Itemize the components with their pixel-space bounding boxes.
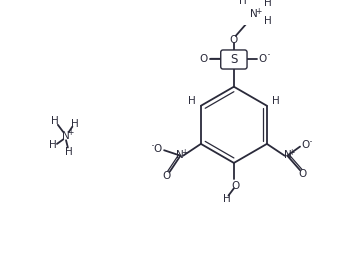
Text: O: O bbox=[299, 169, 307, 179]
Text: N: N bbox=[176, 150, 183, 160]
FancyBboxPatch shape bbox=[221, 50, 247, 69]
Text: +: + bbox=[68, 129, 74, 137]
Text: H: H bbox=[239, 0, 247, 6]
Text: +: + bbox=[255, 7, 262, 16]
Text: N: N bbox=[284, 150, 292, 160]
Text: ·: · bbox=[309, 136, 313, 148]
Text: O: O bbox=[154, 144, 162, 154]
Text: N: N bbox=[250, 9, 258, 19]
Text: H: H bbox=[264, 0, 272, 8]
Text: +: + bbox=[181, 147, 187, 157]
Text: H: H bbox=[223, 194, 230, 204]
Text: O: O bbox=[258, 53, 266, 64]
Text: H: H bbox=[272, 96, 279, 106]
Text: H: H bbox=[48, 140, 56, 150]
Text: O: O bbox=[163, 171, 171, 181]
Text: O: O bbox=[301, 140, 310, 150]
Text: O: O bbox=[199, 53, 207, 64]
Text: N: N bbox=[62, 131, 70, 141]
Text: O: O bbox=[231, 181, 240, 191]
Text: S: S bbox=[230, 53, 238, 66]
Text: H: H bbox=[71, 119, 79, 129]
Text: H: H bbox=[264, 16, 272, 26]
Text: H: H bbox=[65, 147, 73, 157]
Text: H: H bbox=[188, 96, 196, 106]
Text: ·: · bbox=[150, 140, 154, 153]
Text: O: O bbox=[230, 35, 238, 45]
Text: H: H bbox=[51, 116, 59, 126]
Text: ·: · bbox=[266, 49, 270, 62]
Text: +: + bbox=[288, 147, 295, 157]
